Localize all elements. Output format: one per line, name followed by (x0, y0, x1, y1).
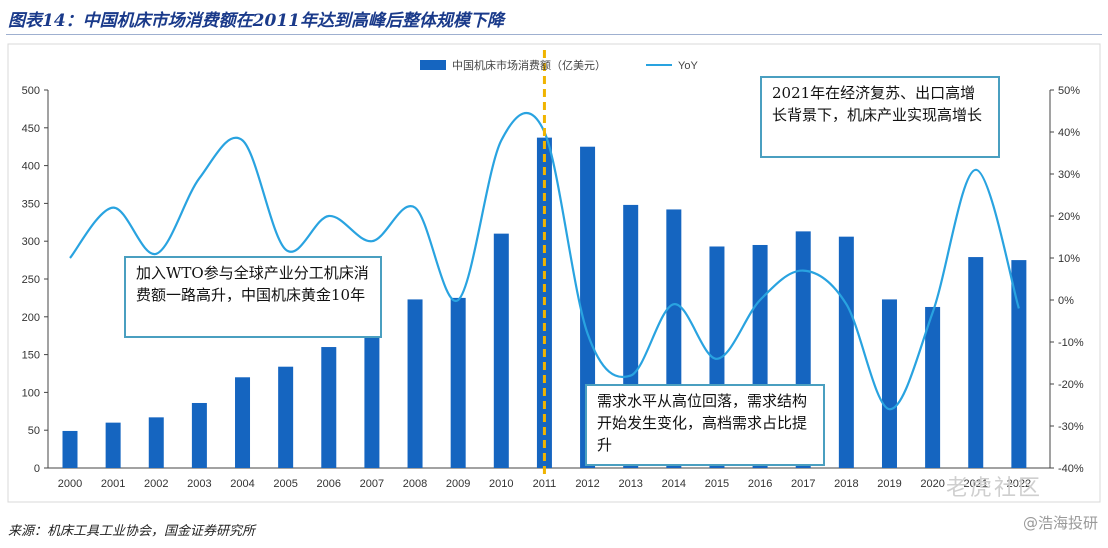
x-tick-label: 2009 (446, 478, 470, 490)
bar-2010 (493, 233, 509, 468)
bar-2008 (407, 299, 423, 468)
watermark: @浩海投研 (1022, 514, 1098, 532)
bar-2019 (881, 299, 897, 468)
chart-title: 图表14：中国机床市场消费额在2011年达到高峰后整体规模下降 (8, 11, 504, 31)
x-tick-label: 2000 (58, 478, 82, 490)
x-tick-label: 2022 (1007, 478, 1031, 490)
left-tick-label: 0 (34, 463, 40, 475)
x-tick-label: 2014 (662, 478, 686, 490)
x-tick-label: 2007 (360, 478, 384, 490)
right-tick-label: 40% (1058, 127, 1080, 139)
x-tick-label: 2001 (101, 478, 125, 490)
x-tick-label: 2005 (273, 478, 297, 490)
left-tick-label: 350 (22, 198, 40, 210)
left-tick-label: 400 (22, 161, 40, 173)
right-tick-label: 50% (1058, 85, 1080, 97)
legend-line-label: YoY (678, 60, 698, 72)
left-tick-label: 300 (22, 236, 40, 248)
bar-2005 (278, 366, 294, 468)
x-tick-label: 2010 (489, 478, 513, 490)
legend-bar-label: 中国机床市场消费额（亿美元） (452, 58, 606, 72)
right-tick-label: 30% (1058, 169, 1080, 181)
x-tick-label: 2017 (791, 478, 815, 490)
x-tick-label: 2006 (317, 478, 341, 490)
x-tick-label: 2019 (877, 478, 901, 490)
right-tick-label: 10% (1058, 253, 1080, 265)
x-tick-label: 2015 (705, 478, 729, 490)
bar-2020 (925, 306, 941, 468)
left-tick-label: 150 (22, 350, 40, 362)
chart-frame (7, 43, 1101, 503)
bar-2007 (364, 330, 380, 468)
right-tick-label: -40% (1058, 463, 1084, 475)
x-tick-label: 2018 (834, 478, 858, 490)
bar-2022 (1011, 260, 1027, 468)
bar-2000 (62, 430, 78, 468)
watermark-community: 老虎社区 (946, 476, 1043, 501)
left-tick-label: 50 (28, 425, 40, 437)
x-tick-label: 2002 (144, 478, 168, 490)
x-tick-label: 2012 (575, 478, 599, 490)
left-tick-label: 500 (22, 85, 40, 97)
x-tick-label: 2020 (920, 478, 944, 490)
legend-bar-swatch (420, 60, 446, 70)
source-note: 来源：机床工具工业协会，国金证券研究所 (8, 524, 256, 539)
right-tick-label: -20% (1058, 379, 1084, 391)
bar-2006 (321, 347, 337, 468)
bar-2009 (450, 297, 466, 468)
left-tick-label: 100 (22, 387, 40, 399)
annotation-recovery: 2021年在经济复苏、出口高增长背景下，机床产业实现高增长 (760, 76, 1000, 158)
annotation-wto: 加入WTO参与全球产业分工机床消费额一路高升，中国机床黄金10年 (124, 256, 382, 338)
left-tick-label: 450 (22, 123, 40, 135)
bar-2004 (235, 377, 251, 468)
x-tick-label: 2004 (230, 478, 254, 490)
x-tick-label: 2021 (963, 478, 987, 490)
annotation-decline: 需求水平从高位回落，需求结构开始发生变化，高档需求占比提升 (585, 384, 825, 466)
bar-2021 (968, 257, 984, 468)
left-tick-label: 200 (22, 312, 40, 324)
right-tick-label: -10% (1058, 337, 1084, 349)
bar-2003 (191, 402, 207, 468)
bar-2001 (105, 422, 121, 468)
left-tick-label: 250 (22, 274, 40, 286)
x-tick-label: 2003 (187, 478, 211, 490)
x-tick-label: 2011 (533, 478, 557, 490)
right-tick-label: 0% (1058, 295, 1074, 307)
right-tick-label: 20% (1058, 211, 1080, 223)
bar-2002 (148, 417, 164, 468)
x-tick-label: 2008 (403, 478, 427, 490)
title-divider (6, 34, 1102, 35)
bar-2018 (838, 236, 854, 468)
x-tick-label: 2016 (748, 478, 772, 490)
x-tick-label: 2013 (618, 478, 642, 490)
right-tick-label: -30% (1058, 421, 1084, 433)
